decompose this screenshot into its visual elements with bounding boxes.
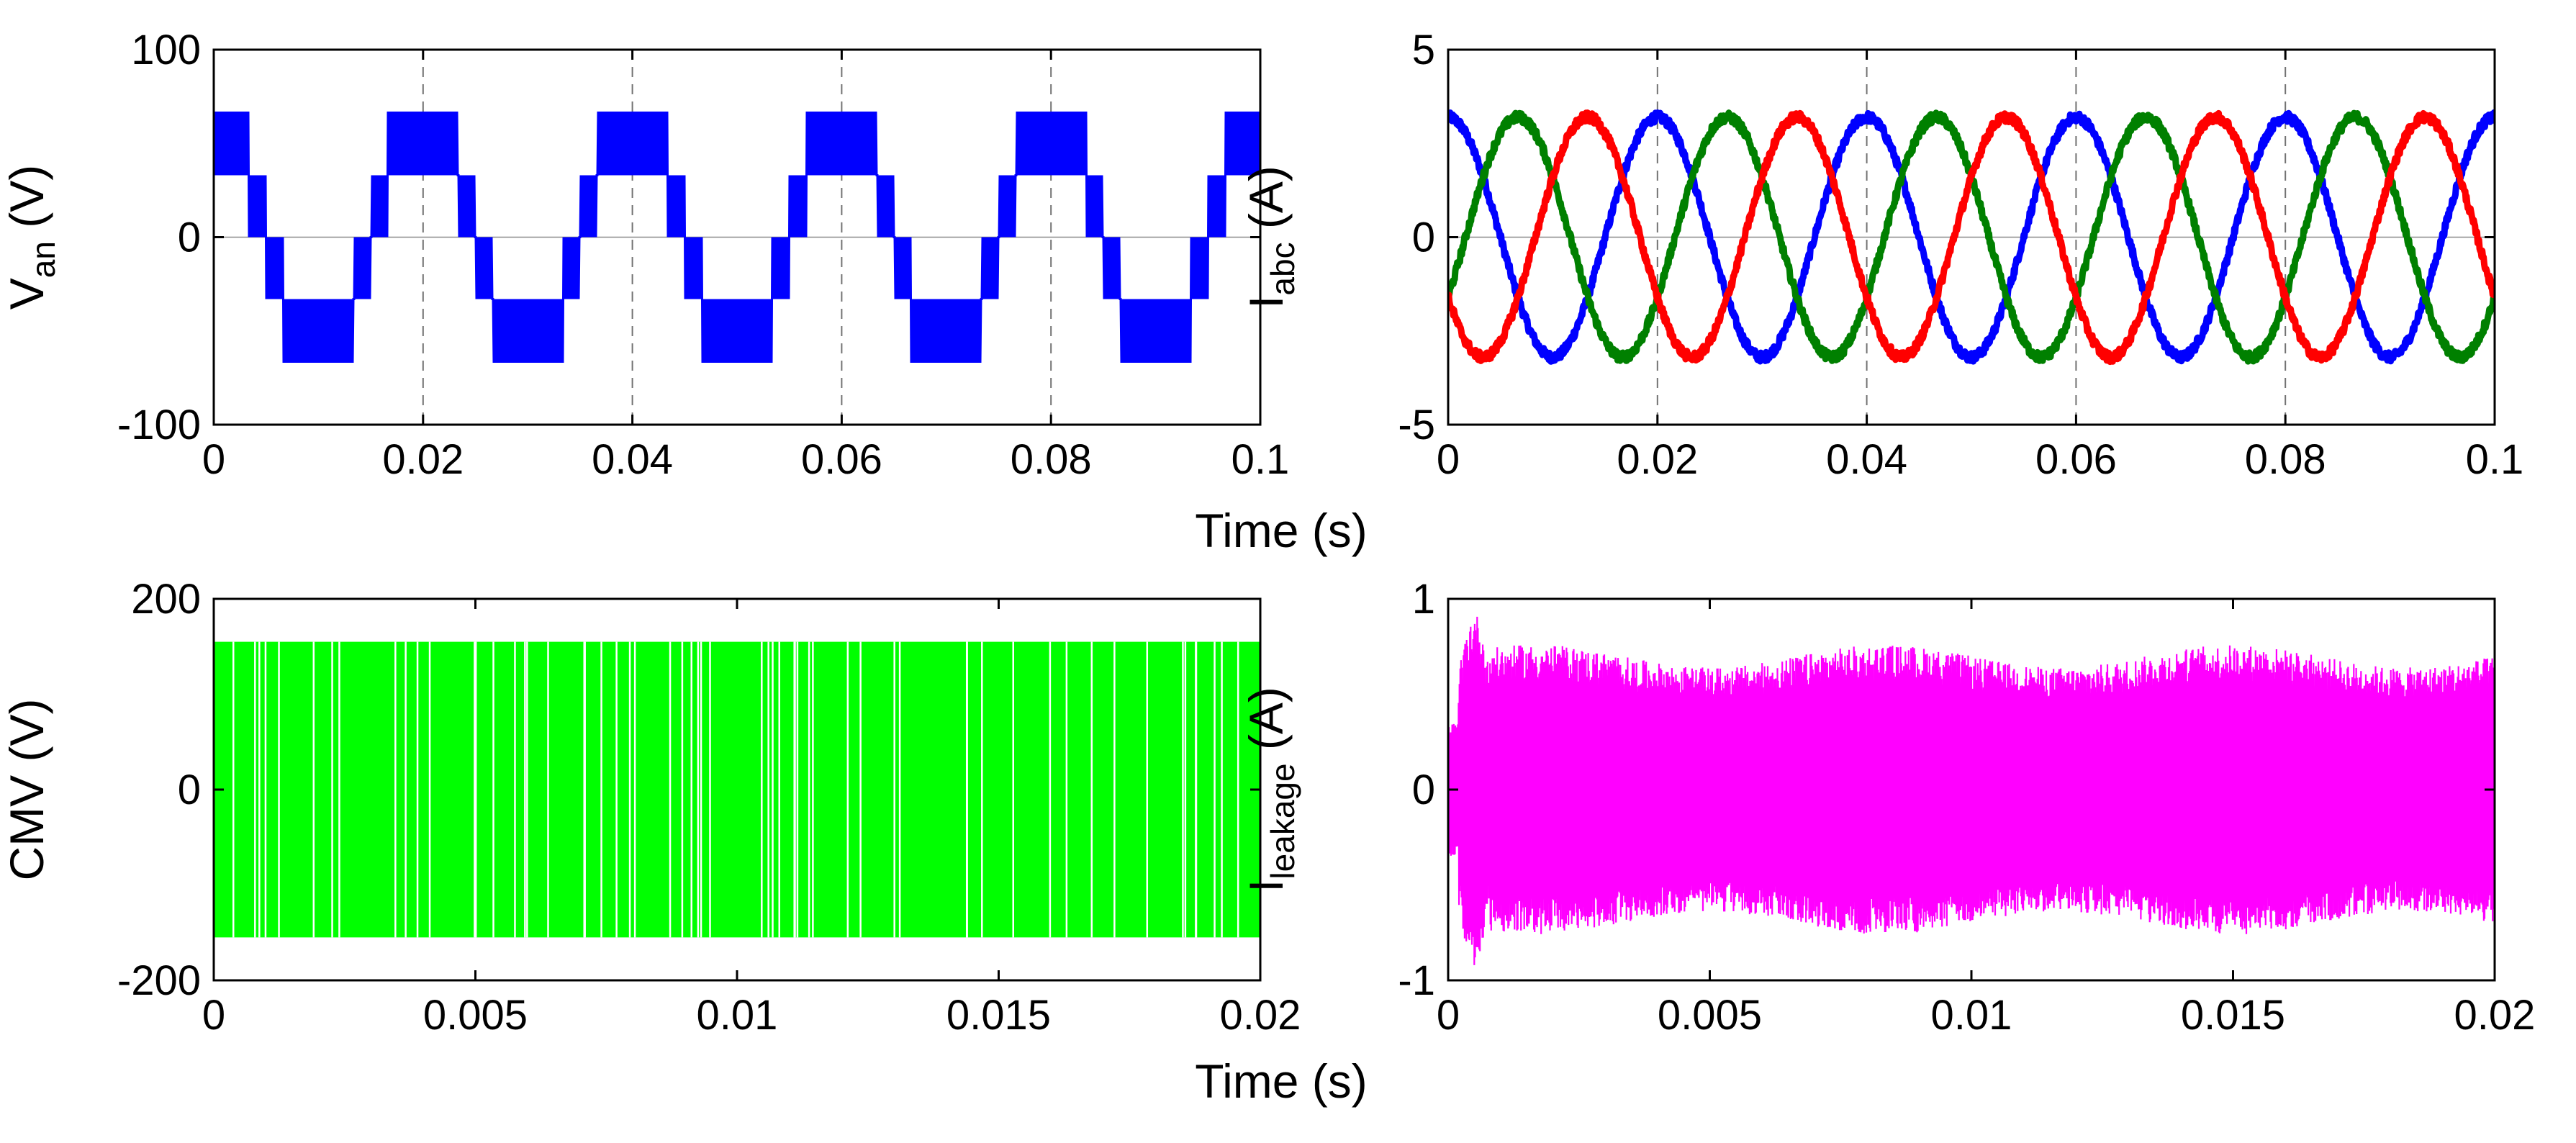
x-tick-label: 0.02 <box>2454 992 2536 1039</box>
x-tick-label: 0.04 <box>592 436 673 483</box>
plot-area <box>1448 109 2495 366</box>
y-tick-label: 0 <box>1412 767 1435 813</box>
y-tick-label: -5 <box>1398 402 1435 448</box>
y-tick-label: -100 <box>117 402 201 448</box>
y-axis-label: CMV (V) <box>0 699 53 881</box>
x-tick-label: 0.1 <box>2466 436 2524 483</box>
x-tick-label: 0.1 <box>1231 436 1290 483</box>
x-tick-label: 0.04 <box>1826 436 1907 483</box>
x-tick-label: 0.01 <box>1931 992 2012 1039</box>
x-tick-label: 0.02 <box>1617 436 1698 483</box>
y-tick-label: 0 <box>178 767 201 813</box>
series-van <box>214 111 1260 363</box>
y-axis-label: Iabc (A) <box>1239 166 1301 309</box>
y-tick-label: 200 <box>131 576 201 623</box>
x-axis-label: Time (s) <box>1195 504 1368 557</box>
x-tick-label: 0 <box>1437 992 1460 1039</box>
y-tick-label: -200 <box>117 957 201 1004</box>
y-tick-label: 0 <box>1412 214 1435 261</box>
y-tick-label: 1 <box>1412 576 1435 623</box>
x-tick-label: 0 <box>1437 436 1460 483</box>
y-axis-label: Van (V) <box>0 165 62 310</box>
y-tick-label: 5 <box>1412 27 1435 73</box>
y-tick-label: -1 <box>1398 957 1435 1004</box>
x-tick-label: 0.08 <box>2245 436 2326 483</box>
y-tick-label: 100 <box>131 27 201 73</box>
series-cmv <box>214 641 1260 938</box>
x-tick-label: 0.06 <box>801 436 882 483</box>
x-tick-label: 0.02 <box>1220 992 1301 1039</box>
plot-area <box>214 111 1260 363</box>
x-tick-label: 0.005 <box>1658 992 1762 1039</box>
x-tick-label: 0.08 <box>1011 436 1092 483</box>
plot-area <box>1448 616 2495 965</box>
x-tick-label: 0.005 <box>423 992 528 1039</box>
plot-area <box>214 641 1260 938</box>
x-tick-label: 0.015 <box>2181 992 2285 1039</box>
series-ic <box>1448 109 2495 366</box>
x-tick-label: 0.015 <box>946 992 1051 1039</box>
x-tick-label: 0.02 <box>382 436 464 483</box>
series-ileakage <box>1448 616 2495 965</box>
x-axis-label: Time (s) <box>1195 1054 1368 1108</box>
y-tick-label: 0 <box>178 214 201 261</box>
x-tick-label: 0 <box>202 436 225 483</box>
x-tick-label: 0 <box>202 992 225 1039</box>
x-tick-label: 0.01 <box>697 992 778 1039</box>
y-axis-label: Ileakage (A) <box>1239 687 1301 893</box>
x-tick-label: 0.06 <box>2035 436 2117 483</box>
